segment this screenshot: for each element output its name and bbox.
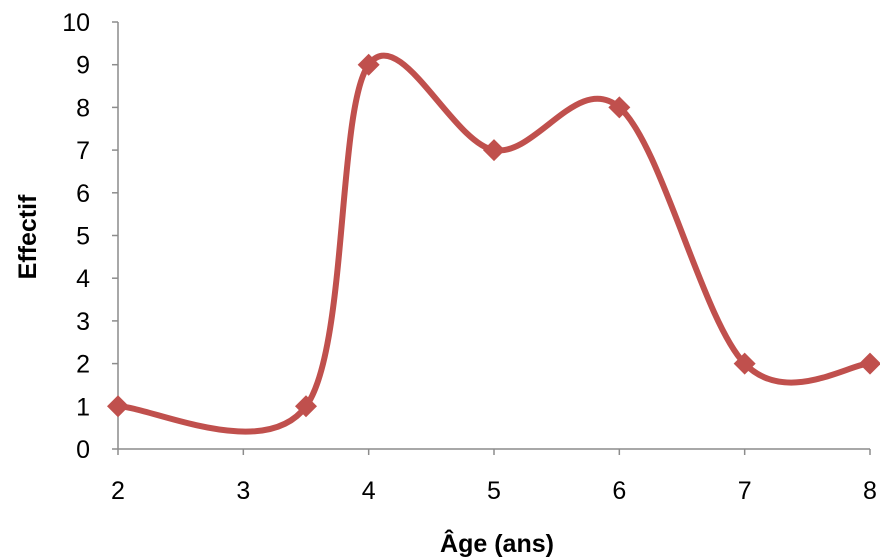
y-tick-label: 6 [76, 180, 90, 208]
x-axis-ticks: 2 3 4 5 6 7 8 [111, 449, 877, 505]
y-axis-title: Effectif [14, 194, 42, 279]
x-tick-label: 2 [111, 477, 125, 505]
data-point-marker [608, 96, 631, 119]
x-tick-label: 7 [738, 477, 752, 505]
y-axis-ticks: 0 1 2 3 4 5 6 7 8 9 10 [62, 9, 118, 464]
data-point-marker [483, 139, 505, 162]
x-tick-label: 8 [863, 477, 877, 505]
x-tick-label: 5 [487, 477, 501, 505]
y-tick-label: 1 [76, 393, 90, 421]
y-tick-label: 10 [62, 9, 90, 37]
y-tick-label: 8 [76, 94, 90, 122]
y-tick-label: 0 [76, 436, 90, 464]
x-tick-label: 6 [612, 477, 626, 505]
y-tick-label: 2 [76, 351, 90, 379]
series-layer [107, 52, 880, 435]
y-tick-label: 9 [76, 52, 90, 80]
data-point-marker [357, 53, 380, 76]
data-point-marker [295, 395, 317, 418]
data-point-marker [859, 352, 880, 375]
y-tick-label: 5 [76, 223, 90, 251]
data-point-marker [107, 395, 129, 418]
x-axis-title: Âge (ans) [440, 528, 554, 558]
y-tick-label: 7 [76, 137, 90, 165]
x-tick-label: 3 [236, 477, 250, 505]
x-tick-label: 4 [362, 477, 376, 505]
series-line [115, 52, 873, 435]
axes [117, 22, 870, 450]
y-tick-label: 3 [76, 308, 90, 336]
data-point-marker [733, 352, 756, 375]
y-tick-label: 4 [76, 265, 90, 293]
